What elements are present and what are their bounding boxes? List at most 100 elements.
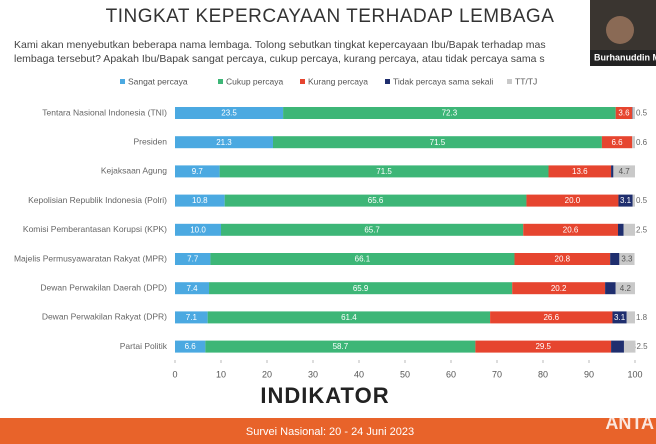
category-label: Tentara Nasional Indonesia (TNI) [42,107,167,117]
legend-swatch [507,79,512,84]
data-label: 0.5 [636,196,648,205]
data-label: 9.7 [192,167,204,176]
bar-segment [514,253,611,265]
bar-segment [618,194,633,207]
data-label: 20.6 [563,225,579,234]
data-label: 0.6 [636,138,648,147]
subtitle: lembaga tersebut? Apakah Ibu/Bapak sanga… [14,53,545,65]
category-label: Kepolisian Republik Indonesia (Polri) [28,195,167,205]
legend-label: Kurang percaya [308,76,368,86]
bar-segment [475,340,612,353]
x-tick-label: 10 [216,369,226,379]
watermark: ANTA [605,413,654,433]
bar-segment [221,223,524,236]
subtitle: Kami akan menyebutkan beberapa nama lemb… [14,39,546,51]
x-tick-label: 90 [584,369,594,379]
bar-segment [175,107,284,119]
bar-segment [632,136,635,149]
category-label: Presiden [133,136,167,146]
data-label: 6.6 [611,138,623,147]
legend-swatch [300,79,305,84]
data-label: 21.3 [216,138,232,147]
bar-segment [205,340,476,353]
data-label: 7.4 [186,284,198,293]
bar-segment [175,223,221,236]
legend-swatch [218,79,223,84]
data-label: 7.1 [186,313,198,322]
legend-label: Tidak percaya sama sekali [393,76,493,86]
data-label: 2.5 [636,225,648,234]
bar-segment [601,136,633,149]
category-label: Majelis Permusyawaratan Rakyat (MPR) [14,253,167,263]
footer-bar [0,418,656,444]
data-label: 13.6 [572,167,588,176]
logo: INDIKATOR [260,383,389,408]
bar-segment [283,107,616,119]
bar-segment [612,311,627,324]
data-label: 20.2 [551,284,567,293]
bar-segment [617,223,624,236]
data-label: 65.7 [364,225,380,234]
category-label: Dewan Perwakilan Daerah (DPD) [40,282,167,292]
webcam-label-bg [590,50,656,66]
bar-segment [272,136,602,149]
category-label: Dewan Perwakilan Rakyat (DPR) [42,312,167,322]
data-label: 61.4 [341,313,357,322]
data-label: 23.5 [221,109,237,118]
data-label: 29.5 [535,342,551,351]
data-label: 4.2 [620,284,632,293]
bar-segment [209,282,513,295]
bar-segment [224,194,527,207]
bar-segment [175,136,273,149]
bar-segment [623,340,636,353]
data-label: 1.8 [636,313,648,322]
data-label: 66.1 [355,255,371,264]
data-label: 65.9 [353,284,369,293]
x-tick-label: 60 [446,369,456,379]
data-label: 71.5 [376,167,392,176]
bar-segment [626,311,635,324]
bar-segment [175,194,225,207]
legend-label: Cukup percaya [226,76,283,86]
bar-segment [219,165,549,178]
bar-segment [619,253,635,265]
bar-segment [207,311,491,324]
webcam-label: Burhanuddin M [594,52,656,62]
data-label: 10.0 [190,225,206,234]
bar-segment [615,282,635,295]
bar-segment [526,194,619,207]
data-label: 20.8 [555,255,571,264]
data-label: 2.5 [636,342,648,351]
bar-segment [611,165,614,178]
data-label: 3.1 [614,313,626,322]
legend-label: Sangat percaya [128,76,188,86]
x-tick-label: 20 [262,369,272,379]
bar-segment [605,282,616,295]
footer: Survei Nasional: 20 - 24 Juni 2023 [246,426,414,438]
bar-segment [210,253,515,265]
bar-segment [632,107,635,119]
bar-segment [175,282,210,295]
bar-segment [512,282,606,295]
data-label: 3.6 [618,109,630,118]
category-label: Partai Politik [120,341,168,351]
data-label: 58.7 [333,342,349,351]
data-label: 0.5 [636,109,648,118]
category-label: Kejaksaan Agung [101,166,167,176]
bar-segment [623,223,635,236]
data-label: 65.6 [368,196,384,205]
data-label: 10.8 [192,196,208,205]
bar-segment [523,223,618,236]
bar-segment [175,311,208,324]
bar-segment [490,311,613,324]
x-tick-label: 100 [627,369,642,379]
x-tick-label: 70 [492,369,502,379]
x-tick-label: 40 [354,369,364,379]
data-label: 20.0 [565,196,581,205]
bar-segment [610,253,620,265]
data-label: 72.3 [442,109,458,118]
bar-segment [632,194,635,207]
data-label: 7.7 [187,255,199,264]
